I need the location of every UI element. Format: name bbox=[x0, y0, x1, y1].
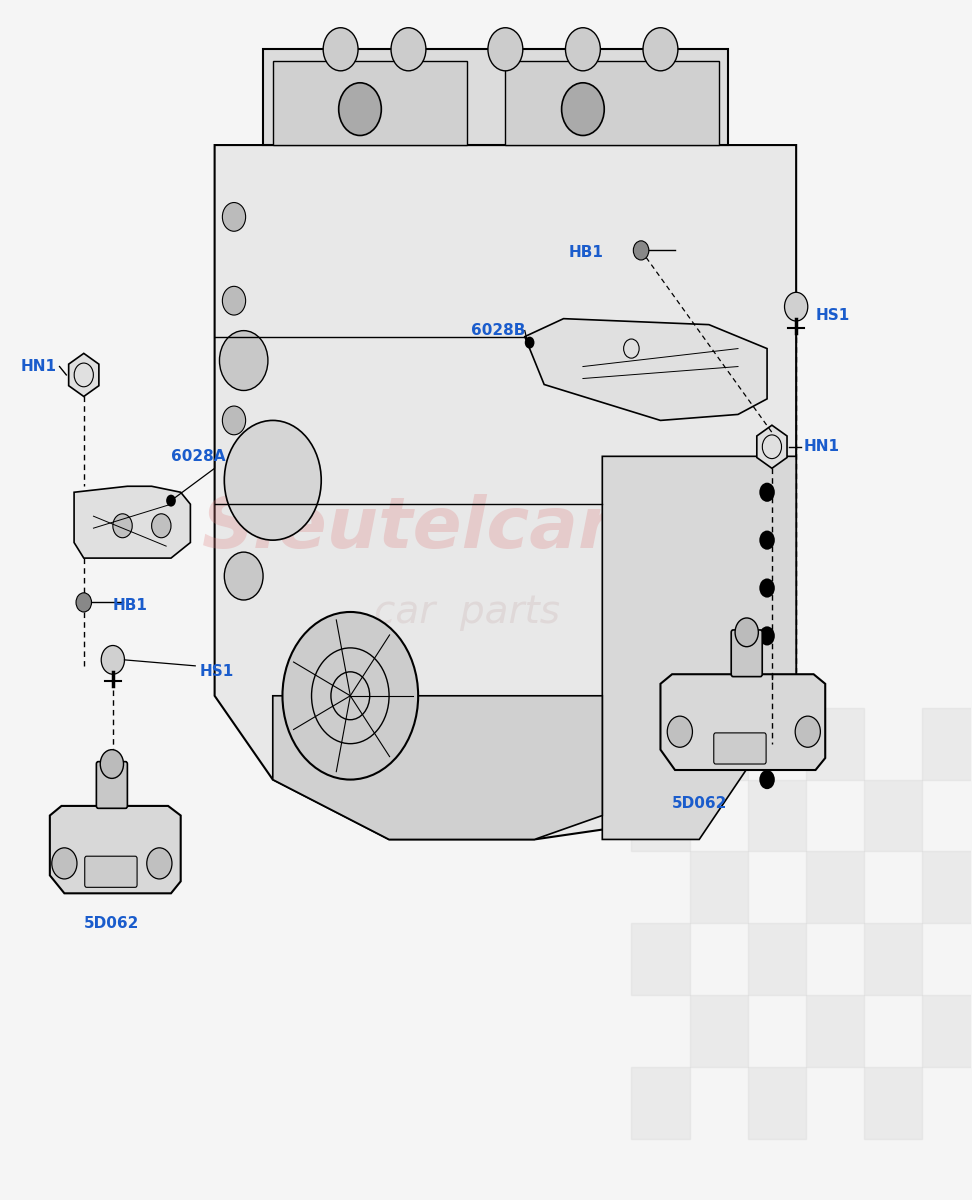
Circle shape bbox=[166, 494, 176, 506]
Circle shape bbox=[488, 28, 523, 71]
Text: HN1: HN1 bbox=[804, 439, 840, 455]
Circle shape bbox=[391, 28, 426, 71]
Text: 5D062: 5D062 bbox=[672, 796, 727, 811]
Circle shape bbox=[667, 716, 692, 748]
Circle shape bbox=[759, 578, 775, 598]
Text: 5D062: 5D062 bbox=[84, 916, 139, 931]
Polygon shape bbox=[263, 49, 728, 145]
Bar bbox=[747, 780, 806, 852]
Polygon shape bbox=[660, 674, 825, 770]
FancyBboxPatch shape bbox=[96, 762, 127, 809]
Circle shape bbox=[562, 83, 605, 136]
Polygon shape bbox=[273, 61, 467, 145]
Text: HB1: HB1 bbox=[569, 245, 604, 260]
Bar bbox=[632, 780, 689, 852]
Circle shape bbox=[223, 203, 246, 232]
Bar bbox=[689, 852, 747, 923]
Polygon shape bbox=[757, 425, 787, 468]
Polygon shape bbox=[50, 806, 181, 893]
Text: 6028B: 6028B bbox=[471, 323, 526, 338]
Circle shape bbox=[735, 618, 758, 647]
Circle shape bbox=[759, 626, 775, 646]
Bar bbox=[864, 780, 922, 852]
Bar bbox=[922, 852, 972, 923]
Circle shape bbox=[525, 337, 535, 348]
Circle shape bbox=[147, 848, 172, 878]
Circle shape bbox=[795, 716, 820, 748]
Circle shape bbox=[52, 848, 77, 878]
Text: car  parts: car parts bbox=[373, 593, 560, 631]
FancyBboxPatch shape bbox=[713, 733, 766, 764]
Polygon shape bbox=[69, 353, 99, 396]
Text: HB1: HB1 bbox=[113, 599, 148, 613]
Bar bbox=[806, 708, 864, 780]
Circle shape bbox=[283, 612, 418, 780]
Text: HN1: HN1 bbox=[20, 359, 56, 374]
Circle shape bbox=[759, 674, 775, 694]
Circle shape bbox=[643, 28, 677, 71]
Text: 6028A: 6028A bbox=[171, 449, 226, 464]
Circle shape bbox=[223, 406, 246, 434]
Bar bbox=[632, 923, 689, 995]
Circle shape bbox=[759, 530, 775, 550]
Bar bbox=[922, 708, 972, 780]
Bar bbox=[864, 923, 922, 995]
Bar bbox=[632, 1067, 689, 1139]
Circle shape bbox=[338, 83, 381, 136]
Circle shape bbox=[100, 750, 123, 779]
Polygon shape bbox=[273, 696, 603, 840]
Circle shape bbox=[759, 482, 775, 502]
Circle shape bbox=[152, 514, 171, 538]
Circle shape bbox=[566, 28, 601, 71]
Polygon shape bbox=[215, 145, 796, 840]
Bar bbox=[747, 923, 806, 995]
Circle shape bbox=[759, 770, 775, 790]
FancyBboxPatch shape bbox=[731, 630, 762, 677]
Circle shape bbox=[784, 293, 808, 322]
Circle shape bbox=[323, 28, 358, 71]
Circle shape bbox=[101, 646, 124, 674]
Circle shape bbox=[223, 287, 246, 316]
Polygon shape bbox=[74, 486, 191, 558]
Circle shape bbox=[113, 514, 132, 538]
Circle shape bbox=[225, 420, 321, 540]
Circle shape bbox=[759, 722, 775, 742]
Bar bbox=[806, 995, 864, 1067]
Polygon shape bbox=[505, 61, 718, 145]
Polygon shape bbox=[525, 319, 767, 420]
Bar bbox=[747, 1067, 806, 1139]
FancyBboxPatch shape bbox=[85, 857, 137, 887]
Bar bbox=[689, 708, 747, 780]
Bar bbox=[922, 995, 972, 1067]
Text: HS1: HS1 bbox=[816, 307, 850, 323]
Bar bbox=[689, 995, 747, 1067]
Circle shape bbox=[76, 593, 91, 612]
Polygon shape bbox=[603, 456, 796, 840]
Circle shape bbox=[634, 241, 649, 260]
Text: Sleutelcar: Sleutelcar bbox=[202, 493, 614, 563]
Circle shape bbox=[225, 552, 263, 600]
Circle shape bbox=[220, 331, 268, 390]
Bar bbox=[806, 852, 864, 923]
Text: HS1: HS1 bbox=[200, 665, 234, 679]
Bar bbox=[864, 1067, 922, 1139]
